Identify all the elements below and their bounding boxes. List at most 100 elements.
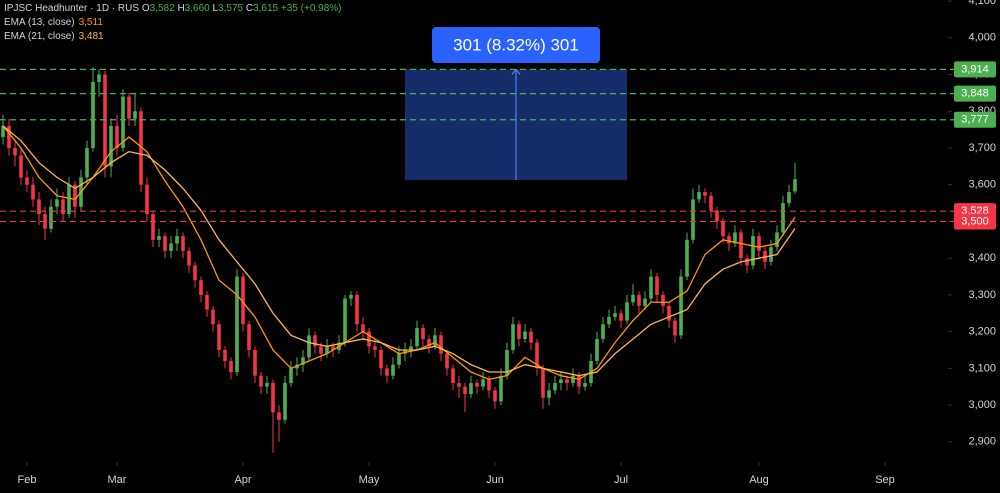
candle-body: [349, 294, 353, 299]
candle-body: [379, 349, 383, 369]
candle-body: [55, 199, 59, 207]
candle-body: [787, 192, 791, 204]
candle-body: [385, 368, 389, 376]
candle-body: [475, 383, 479, 387]
candle-body: [433, 335, 437, 347]
ema-line: [2, 125, 796, 377]
y-tick-label: 3,600: [968, 179, 996, 191]
candle-body: [679, 276, 683, 336]
candle-body: [559, 379, 563, 384]
candle-body: [571, 375, 575, 384]
candle-body: [577, 375, 581, 387]
candle-body: [235, 276, 239, 373]
price-label: 3,777: [961, 114, 989, 126]
candle-body: [565, 379, 569, 384]
price-label-box: [954, 85, 996, 102]
candle-body: [781, 203, 785, 233]
candle-body: [361, 324, 365, 332]
candle-body: [397, 353, 401, 365]
candle-body: [481, 379, 485, 387]
candle-body: [697, 192, 701, 200]
candle-body: [505, 349, 509, 376]
x-tick-label: Sep: [875, 474, 895, 486]
candle-body: [685, 239, 689, 277]
candle-body: [73, 184, 77, 207]
ema-value: 3,481: [78, 31, 104, 42]
symbol: IPJSC Headhunter · 1D · RUS: [4, 3, 140, 14]
candle-body: [523, 331, 527, 339]
candle-body: [283, 383, 287, 420]
candle-body: [703, 192, 707, 196]
y-tick-label: 3,100: [968, 362, 996, 374]
open-label: O: [141, 3, 150, 14]
close: 3,615: [253, 3, 279, 14]
candle-body: [121, 96, 125, 149]
candle-body: [343, 298, 347, 343]
candle-body: [181, 236, 185, 251]
price-label-box: [954, 111, 996, 128]
y-tick-label: 3,000: [968, 399, 996, 411]
candle-body: [91, 81, 95, 149]
candle-body: [751, 236, 755, 266]
candle-body: [97, 74, 101, 82]
y-tick-label: 3,700: [968, 142, 996, 154]
x-tick-label: May: [359, 474, 380, 486]
candle-body: [367, 331, 371, 347]
candle-body: [67, 184, 71, 215]
candle-body: [7, 125, 11, 149]
candle-body: [211, 309, 215, 325]
candle-body: [373, 346, 377, 350]
ema-legend: EMA (13, close) 3,511 EMA (21, close) 3,481: [4, 16, 342, 44]
y-tick-label: 3,200: [968, 326, 996, 338]
candle-body: [715, 210, 719, 222]
candle-body: [451, 368, 455, 384]
candle-body: [769, 247, 773, 262]
high-label: H: [177, 3, 185, 14]
candle-body: [85, 148, 89, 178]
ema-name: EMA (21, close): [4, 31, 75, 42]
candle-body: [643, 298, 647, 306]
change: +35 (+0.98%): [280, 3, 342, 14]
measure-label: 301 (8.32%) 301: [453, 35, 579, 54]
candle-body: [541, 368, 545, 398]
candle-body: [199, 280, 203, 295]
candle-body: [553, 383, 557, 391]
candle-body: [109, 125, 113, 167]
high: 3,660: [184, 3, 210, 14]
candle-body: [133, 111, 137, 119]
candle-body: [289, 368, 293, 384]
candle-body: [637, 294, 641, 306]
price-label-box: [954, 61, 996, 78]
candle-body: [187, 250, 191, 266]
x-tick-label: Mar: [108, 474, 127, 486]
candle-body: [595, 338, 599, 362]
x-tick-label: Jul: [614, 474, 628, 486]
candle-body: [457, 383, 461, 387]
candle-body: [631, 294, 635, 303]
ema-legend-entry: EMA (13, close) 3,511: [4, 16, 342, 30]
price-label: 3,500: [961, 215, 989, 227]
candle-body: [469, 383, 473, 395]
candle-body: [271, 383, 275, 413]
candle-body: [139, 111, 143, 185]
candle-body: [13, 148, 17, 156]
candle-body: [721, 221, 725, 237]
candle-body: [145, 184, 149, 215]
price-label: 3,848: [961, 88, 989, 100]
candle-body: [157, 236, 161, 240]
y-tick-label: 3,400: [968, 252, 996, 264]
candle-body: [511, 324, 515, 350]
candle-body: [325, 346, 329, 354]
candle-body: [757, 236, 761, 251]
price-label-box: [954, 213, 996, 230]
candle-body: [61, 199, 65, 215]
candle-body: [103, 74, 107, 167]
candle-body: [229, 361, 233, 373]
candle-body: [493, 390, 497, 402]
candle-body: [1, 125, 5, 137]
candle-body: [775, 232, 779, 248]
candle-body: [115, 125, 119, 149]
x-tick-label: Jun: [486, 474, 504, 486]
candle-body: [445, 353, 449, 369]
